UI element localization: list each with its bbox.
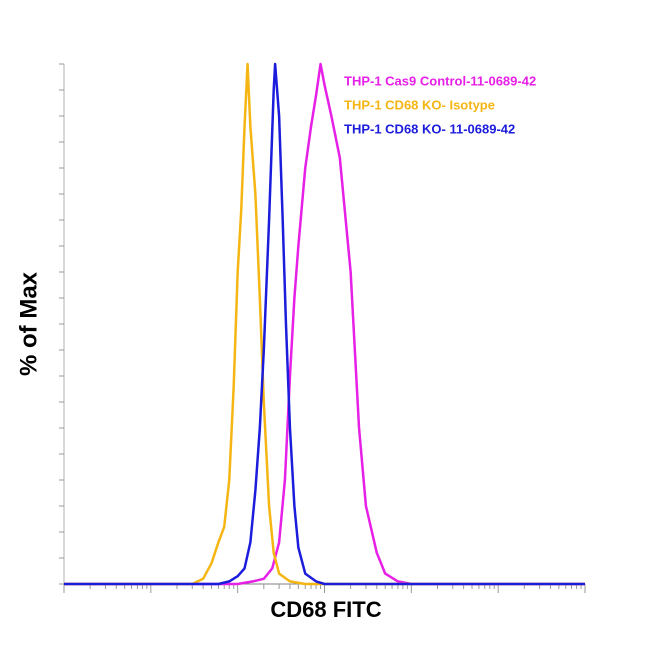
histogram-line xyxy=(64,62,585,586)
histogram-line xyxy=(64,62,585,586)
y-axis-label: % of Max xyxy=(15,271,42,376)
x-axis-label: CD68 FITC xyxy=(270,597,381,622)
legend-entry: THP-1 CD68 KO- 11-0689-42 xyxy=(344,121,515,136)
legend-entry: THP-1 CD68 KO- Isotype xyxy=(344,97,495,112)
legend-entry: THP-1 Cas9 Control-11-0689-42 xyxy=(344,73,536,88)
histogram-line xyxy=(64,62,585,586)
